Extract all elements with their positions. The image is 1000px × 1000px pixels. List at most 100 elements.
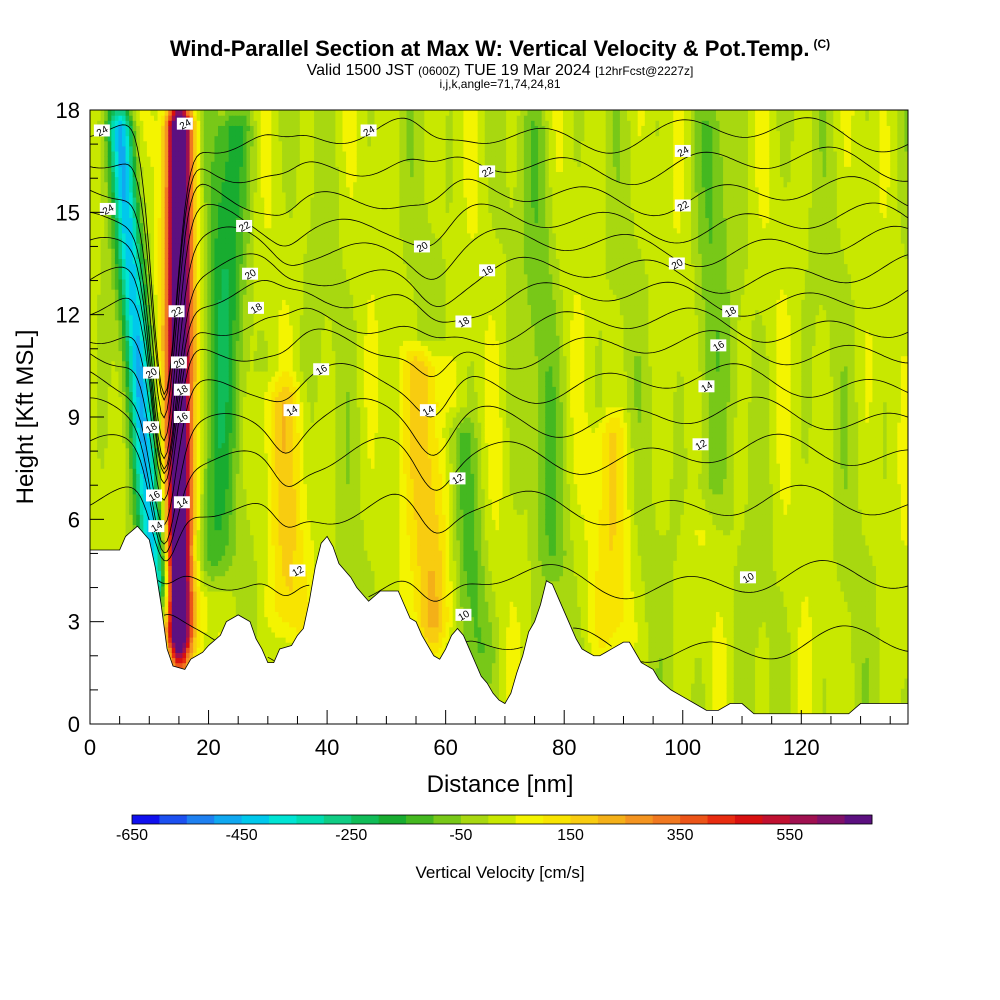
velocity-cell [90, 503, 95, 510]
velocity-cell [150, 217, 155, 224]
velocity-cell [218, 422, 223, 428]
velocity-cell [210, 345, 216, 352]
velocity-cell [175, 596, 180, 602]
velocity-cell [200, 498, 205, 505]
velocity-cell [193, 294, 198, 300]
velocity-cell [182, 335, 187, 341]
velocity-cell [189, 396, 194, 403]
velocity-cell [171, 565, 176, 572]
velocity-cell [218, 222, 223, 229]
velocity-cell [200, 176, 205, 183]
velocity-cell [114, 396, 120, 403]
velocity-cell [218, 294, 223, 300]
velocity-cell [182, 176, 187, 183]
velocity-cell [221, 350, 226, 357]
velocity-cell [111, 156, 116, 162]
velocity-cell [143, 212, 148, 219]
velocity-cell [122, 437, 127, 444]
velocity-cell [164, 529, 169, 536]
velocity-cell [146, 289, 152, 295]
velocity-cell [118, 309, 123, 316]
velocity-cell [207, 125, 212, 132]
velocity-cell [214, 217, 219, 224]
velocity-cell [93, 299, 98, 306]
velocity-cell [218, 263, 223, 270]
velocity-cell [154, 263, 159, 270]
velocity-cell [154, 135, 159, 142]
velocity-cell [90, 524, 95, 531]
velocity-cell [114, 401, 120, 408]
velocity-cell [118, 253, 123, 259]
velocity-cell [182, 642, 187, 648]
velocity-cell [214, 524, 219, 531]
velocity-cell [118, 457, 123, 464]
velocity-cell [203, 422, 208, 428]
velocity-cell [164, 637, 169, 643]
velocity-cell [193, 115, 198, 121]
velocity-cell [129, 150, 134, 157]
velocity-cell [186, 478, 191, 485]
velocity-cell [90, 222, 95, 229]
velocity-cell [228, 222, 233, 229]
velocity-cell [97, 324, 102, 331]
velocity-cell [200, 585, 205, 592]
velocity-cell [175, 140, 180, 147]
velocity-cell [193, 355, 198, 362]
velocity-cell [157, 340, 162, 346]
velocity-cell [207, 621, 212, 628]
velocity-cell [193, 457, 198, 464]
velocity-cell [143, 135, 148, 142]
velocity-cell [193, 263, 198, 270]
velocity-cell [104, 519, 109, 526]
velocity-cell [178, 468, 184, 474]
velocity-cell [93, 417, 98, 423]
velocity-cell [122, 452, 127, 459]
velocity-cell [93, 202, 98, 208]
velocity-cell [146, 411, 152, 418]
velocity-cell [168, 539, 173, 546]
velocity-cell [93, 156, 98, 162]
velocity-cell [143, 417, 148, 423]
velocity-cell [221, 150, 226, 157]
velocity-cell [146, 340, 152, 346]
velocity-cell [232, 217, 237, 224]
velocity-cell [146, 417, 152, 423]
velocity-cell [232, 237, 237, 244]
velocity-cell [178, 278, 184, 285]
velocity-cell [118, 498, 123, 505]
velocity-cell [210, 186, 216, 193]
velocity-cell [129, 340, 134, 346]
velocity-cell [104, 212, 109, 219]
velocity-cell [193, 539, 198, 546]
velocity-cell [228, 396, 233, 403]
velocity-cell [207, 335, 212, 341]
velocity-cell [161, 360, 166, 367]
velocity-cell [111, 253, 116, 259]
velocity-cell [221, 509, 226, 515]
velocity-cell [100, 396, 105, 403]
velocity-cell [146, 386, 152, 393]
velocity-cell [210, 596, 216, 602]
velocity-cell [90, 273, 95, 280]
velocity-cell [228, 457, 233, 464]
velocity-cell [111, 304, 116, 311]
velocity-cell [168, 457, 173, 464]
velocity-cell [196, 498, 201, 505]
velocity-cell [161, 253, 166, 259]
velocity-cell [118, 283, 123, 290]
velocity-cell [175, 253, 180, 259]
velocity-cell [228, 519, 233, 526]
velocity-cell [193, 463, 198, 469]
velocity-cell [175, 590, 180, 597]
velocity-cell [200, 253, 205, 259]
velocity-cell [114, 289, 120, 295]
velocity-cell [221, 181, 226, 188]
velocity-cell [100, 381, 105, 387]
velocity-cell [175, 616, 180, 623]
velocity-cell [136, 360, 141, 367]
velocity-cell [111, 161, 116, 167]
velocity-cell [221, 447, 226, 454]
velocity-cell [157, 207, 162, 213]
velocity-cell [186, 196, 191, 203]
velocity-cell [129, 437, 134, 444]
